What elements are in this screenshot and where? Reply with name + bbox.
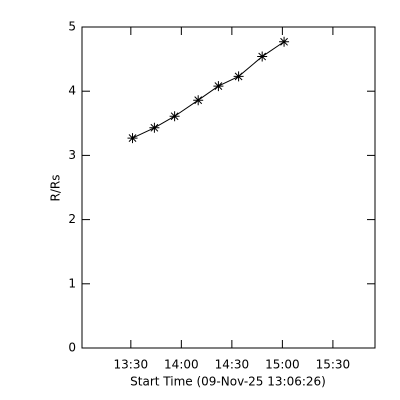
y-tick-label: 4 <box>68 84 76 98</box>
x-tick-label: 14:00 <box>164 358 199 372</box>
x-tick-label: 13:30 <box>114 358 149 372</box>
y-tick-label: 1 <box>68 276 76 290</box>
x-tick-label: 14:30 <box>215 358 250 372</box>
data-point <box>279 36 290 47</box>
plot-frame <box>81 26 376 349</box>
data-point <box>193 95 204 106</box>
y-tick-label: 0 <box>68 341 76 355</box>
data-point <box>257 51 268 62</box>
y-axis-title: R/Rs <box>49 175 63 202</box>
data-point <box>169 111 180 122</box>
data-point <box>213 81 224 92</box>
data-point <box>233 71 244 82</box>
x-axis-title: Start Time (09-Nov-25 13:06:26) <box>130 375 326 389</box>
data-point <box>127 133 138 144</box>
data-point <box>149 122 160 133</box>
y-tick-label: 5 <box>68 20 76 34</box>
x-tick-label: 15:00 <box>265 358 300 372</box>
y-tick-label: 2 <box>68 212 76 226</box>
series-line <box>132 41 285 139</box>
x-tick-label: 15:30 <box>316 358 351 372</box>
y-tick-label: 3 <box>68 148 76 162</box>
